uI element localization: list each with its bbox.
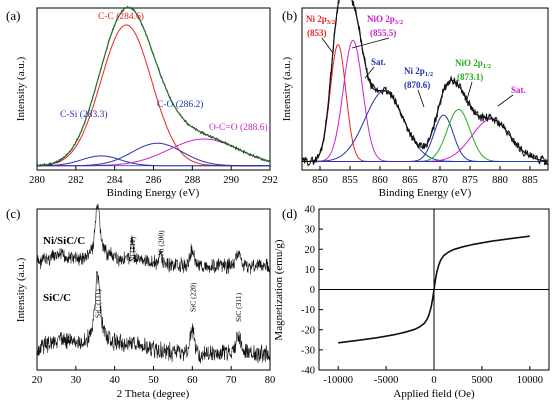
y-tick-label: -20 [301, 325, 315, 336]
peak-label-sat-1: Sat. [371, 57, 386, 67]
panel-b: (b) 850 855 860 865 870 875 880 885 Binding Ene… [281, 0, 549, 199]
peak-label-ni-2p32: Ni 2p3/2 (853) [306, 14, 335, 38]
panel-d-xlabel: Applied field (Oe) [393, 388, 475, 400]
x-tick-label: 0 [431, 375, 436, 386]
svg-text:NiO 2p3/2: NiO 2p3/2 [367, 14, 403, 26]
x-tick-label: 850 [312, 175, 328, 186]
panel-c-ticks: 20 30 40 50 60 70 80 [32, 366, 276, 386]
peak-label-o-c-o: O-C=O (288.6) [209, 122, 268, 133]
y-tick-label: 10 [305, 265, 316, 276]
mh-curve [338, 235, 530, 344]
panel-a-frame [36, 7, 271, 171]
x-tick-label: 875 [462, 175, 478, 186]
label-arrows [321, 37, 514, 108]
x-tick-label: 60 [187, 375, 198, 386]
peak-label-ni-2p12: Ni 2p1/2 (870.6) [404, 66, 433, 90]
peak-label-nio-2p12: NiO 2p1/2 (873.1) [455, 58, 491, 82]
peak-curve-0 [37, 24, 270, 167]
panel-a-xlabel: Binding Energy (eV) [107, 187, 200, 199]
reflection-label: SiC (111) [94, 289, 103, 318]
panel-d-ylabel: Magnetization (emu/g) [273, 239, 285, 340]
svg-text:Ni 2p1/2: Ni 2p1/2 [404, 66, 433, 78]
x-tick-label: 855 [342, 175, 358, 186]
svg-text:(870.6): (870.6) [404, 80, 430, 90]
peak-curve-1 [37, 155, 270, 167]
x-tick-label: 880 [492, 175, 508, 186]
x-tick-label: 284 [107, 175, 124, 186]
x-tick-label: -10000 [323, 375, 353, 386]
x-tick-label: 10000 [517, 375, 543, 386]
x-tick-label: 885 [522, 175, 538, 186]
svg-text:(855.5): (855.5) [370, 28, 396, 38]
panel-c-reflection-labels: SiC (111) Ni (111) Ni (200) SiC (220) SiC (3… [94, 230, 244, 322]
panel-d: (d) -10000 -5000 0 5000 10000 -40 -30 -20 -10 0 10… [273, 205, 550, 400]
peak-curve-2 [302, 90, 548, 162]
peak-label-c-c: C-C (284.6) [98, 11, 144, 22]
panel-a-ylabel: Intensity (a.u.) [15, 56, 27, 121]
xrd-curve-sic-c [36, 271, 271, 364]
panel-a-label: (a) [6, 8, 20, 23]
peak-label-nio-2p32: NiO 2p3/2 (855.5) [367, 14, 403, 38]
x-tick-label: 5000 [471, 375, 492, 386]
y-tick-label: 20 [305, 245, 316, 256]
x-tick-label: 80 [265, 375, 276, 386]
y-tick-label: 40 [305, 205, 316, 216]
xrd-curve-ni-sic-c [36, 203, 271, 275]
x-tick-label: 860 [372, 175, 388, 186]
svg-text:(873.1): (873.1) [457, 72, 483, 82]
x-tick-label: 20 [32, 375, 43, 386]
measured-data [301, 0, 549, 167]
svg-text:(853): (853) [307, 28, 327, 38]
reflection-label: Ni (111) [128, 236, 137, 262]
y-tick-label: 0 [310, 285, 315, 296]
x-tick-label: -5000 [374, 375, 399, 386]
x-tick-label: 286 [146, 175, 162, 186]
x-tick-label: 865 [402, 175, 418, 186]
x-tick-label: 288 [184, 175, 200, 186]
y-tick-label: -40 [301, 366, 315, 377]
x-tick-label: 30 [71, 375, 82, 386]
panel-b-frame [301, 7, 549, 171]
panel-a-ticks: 280 282 284 286 288 290 292 [29, 166, 278, 186]
panel-c-xlabel: 2 Theta (degree) [117, 388, 190, 400]
x-tick-label: 290 [223, 175, 239, 186]
panel-d-curves [319, 209, 549, 370]
panel-b-curves [301, 0, 549, 167]
svg-text:NiO 2p1/2: NiO 2p1/2 [455, 58, 491, 70]
panel-b-xlabel: Binding Energy (eV) [379, 187, 472, 199]
x-tick-label: 70 [226, 375, 237, 386]
x-tick-label: 280 [29, 175, 45, 186]
reflection-label: SiC (311) [234, 292, 243, 322]
x-tick-label: 40 [109, 375, 120, 386]
fit-envelope [302, 0, 548, 163]
x-tick-label: 282 [68, 175, 84, 186]
panel-a-curves [36, 5, 271, 167]
series-label-sic-c: SiC/C [43, 292, 71, 304]
panel-d-ticks: -10000 -5000 0 5000 10000 -40 -30 -20 -10 0 10 20 30… [301, 205, 543, 387]
panel-c: (c) 20 30 40 50 60 70 80 SiC (111) Ni (111) Ni (… [6, 203, 276, 400]
panel-c-label: (c) [6, 206, 20, 221]
panel-a: (a) 280 282 284 286 288 290 292 Binding Energy… [6, 5, 278, 199]
panel-c-curves [36, 203, 271, 364]
y-tick-label: 30 [305, 225, 316, 236]
panel-c-ylabel: Intensity (a.u.) [15, 257, 27, 322]
peak-label-c-o: C-O (286.2) [157, 99, 203, 110]
x-tick-label: 292 [262, 175, 278, 186]
reflection-label: SiC (220) [188, 282, 197, 312]
panel-b-ylabel: Intensity (a.u.) [281, 56, 293, 121]
fit-envelope [36, 6, 271, 167]
y-tick-label: -30 [301, 345, 315, 356]
y-tick-label: -10 [301, 305, 315, 316]
x-tick-label: 870 [432, 175, 448, 186]
peak-label-c-si: C-Si (283.3) [60, 109, 108, 120]
svg-text:Ni 2p3/2: Ni 2p3/2 [306, 14, 335, 26]
x-tick-label: 50 [148, 375, 159, 386]
series-label-ni-sic-c: Ni/SiC/C [43, 235, 85, 247]
reflection-label: Ni (200) [156, 230, 165, 256]
panel-b-label: (b) [282, 8, 297, 23]
panel-b-ticks: 850 855 860 865 870 875 880 885 [312, 166, 538, 186]
peak-label-sat-2: Sat. [511, 85, 526, 95]
panel-d-label: (d) [282, 206, 297, 221]
